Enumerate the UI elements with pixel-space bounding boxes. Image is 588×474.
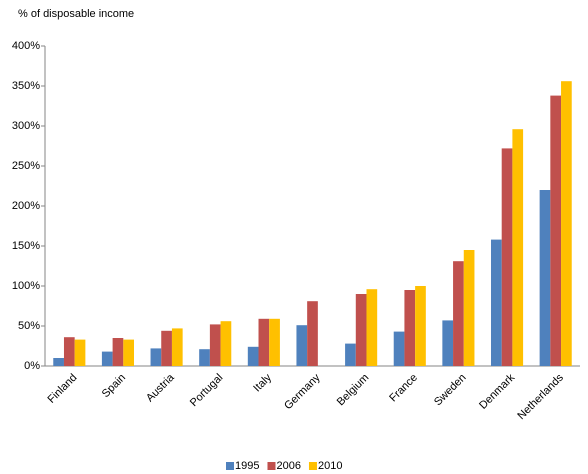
- bar: [161, 330, 172, 366]
- y-tick-label: 150%: [12, 240, 40, 252]
- bar: [550, 95, 562, 366]
- bar: [150, 348, 162, 366]
- x-tick-label: Finland: [45, 372, 79, 406]
- bar: [393, 331, 405, 366]
- y-tick-label: 300%: [12, 120, 40, 132]
- x-tick-label: Denmark: [477, 371, 517, 411]
- bar: [415, 286, 426, 366]
- bar: [463, 250, 475, 366]
- bar: [404, 290, 416, 366]
- bar: [561, 81, 572, 366]
- bar: [366, 289, 378, 366]
- bar: [296, 325, 308, 366]
- legend-label: 2010: [318, 460, 342, 472]
- y-tick-label: 400%: [12, 40, 40, 52]
- y-tick-label: 50%: [18, 320, 40, 332]
- y-tick-label: 200%: [12, 200, 40, 212]
- x-tick-label: Sweden: [432, 372, 469, 409]
- bar: [512, 129, 524, 366]
- bar: [247, 346, 259, 366]
- bar: [501, 148, 513, 366]
- bar: [345, 343, 356, 366]
- x-tick-label: Germany: [282, 371, 323, 412]
- bar: [453, 261, 464, 366]
- x-tick-label: Belgium: [335, 372, 372, 409]
- legend-swatch: [308, 462, 317, 470]
- bar: [258, 318, 270, 366]
- legend-swatch: [267, 462, 276, 470]
- bar: [123, 339, 135, 366]
- bar: [53, 358, 64, 366]
- y-tick-label: 250%: [12, 160, 40, 172]
- y-tick-label: 100%: [12, 280, 40, 292]
- legend-label: 1995: [235, 460, 259, 472]
- y-tick-label: 0%: [24, 360, 40, 372]
- bar: [199, 349, 210, 366]
- x-tick-label: Portugal: [188, 372, 225, 409]
- x-tick-label: France: [387, 372, 420, 405]
- legend-label: 2006: [276, 460, 300, 472]
- bar: [269, 318, 280, 366]
- bar: [490, 239, 502, 366]
- bar: [220, 321, 232, 366]
- bar: [209, 324, 221, 366]
- x-tick-label: Spain: [100, 372, 128, 400]
- y-axis-label: % of disposable income: [18, 8, 134, 20]
- bar: [74, 339, 86, 366]
- y-tick-label: 350%: [12, 80, 40, 92]
- legend-swatch: [226, 462, 234, 470]
- bar: [112, 338, 124, 366]
- bar: [63, 337, 75, 366]
- x-tick-label: Austria: [144, 371, 177, 404]
- bar: [101, 351, 113, 366]
- x-tick-label: Italy: [251, 371, 274, 394]
- bar: [307, 301, 318, 366]
- bar: [171, 328, 183, 366]
- x-tick-label: Netherlands: [515, 371, 566, 422]
- bar: [355, 294, 367, 366]
- bar: [442, 320, 454, 366]
- bar: [539, 190, 551, 366]
